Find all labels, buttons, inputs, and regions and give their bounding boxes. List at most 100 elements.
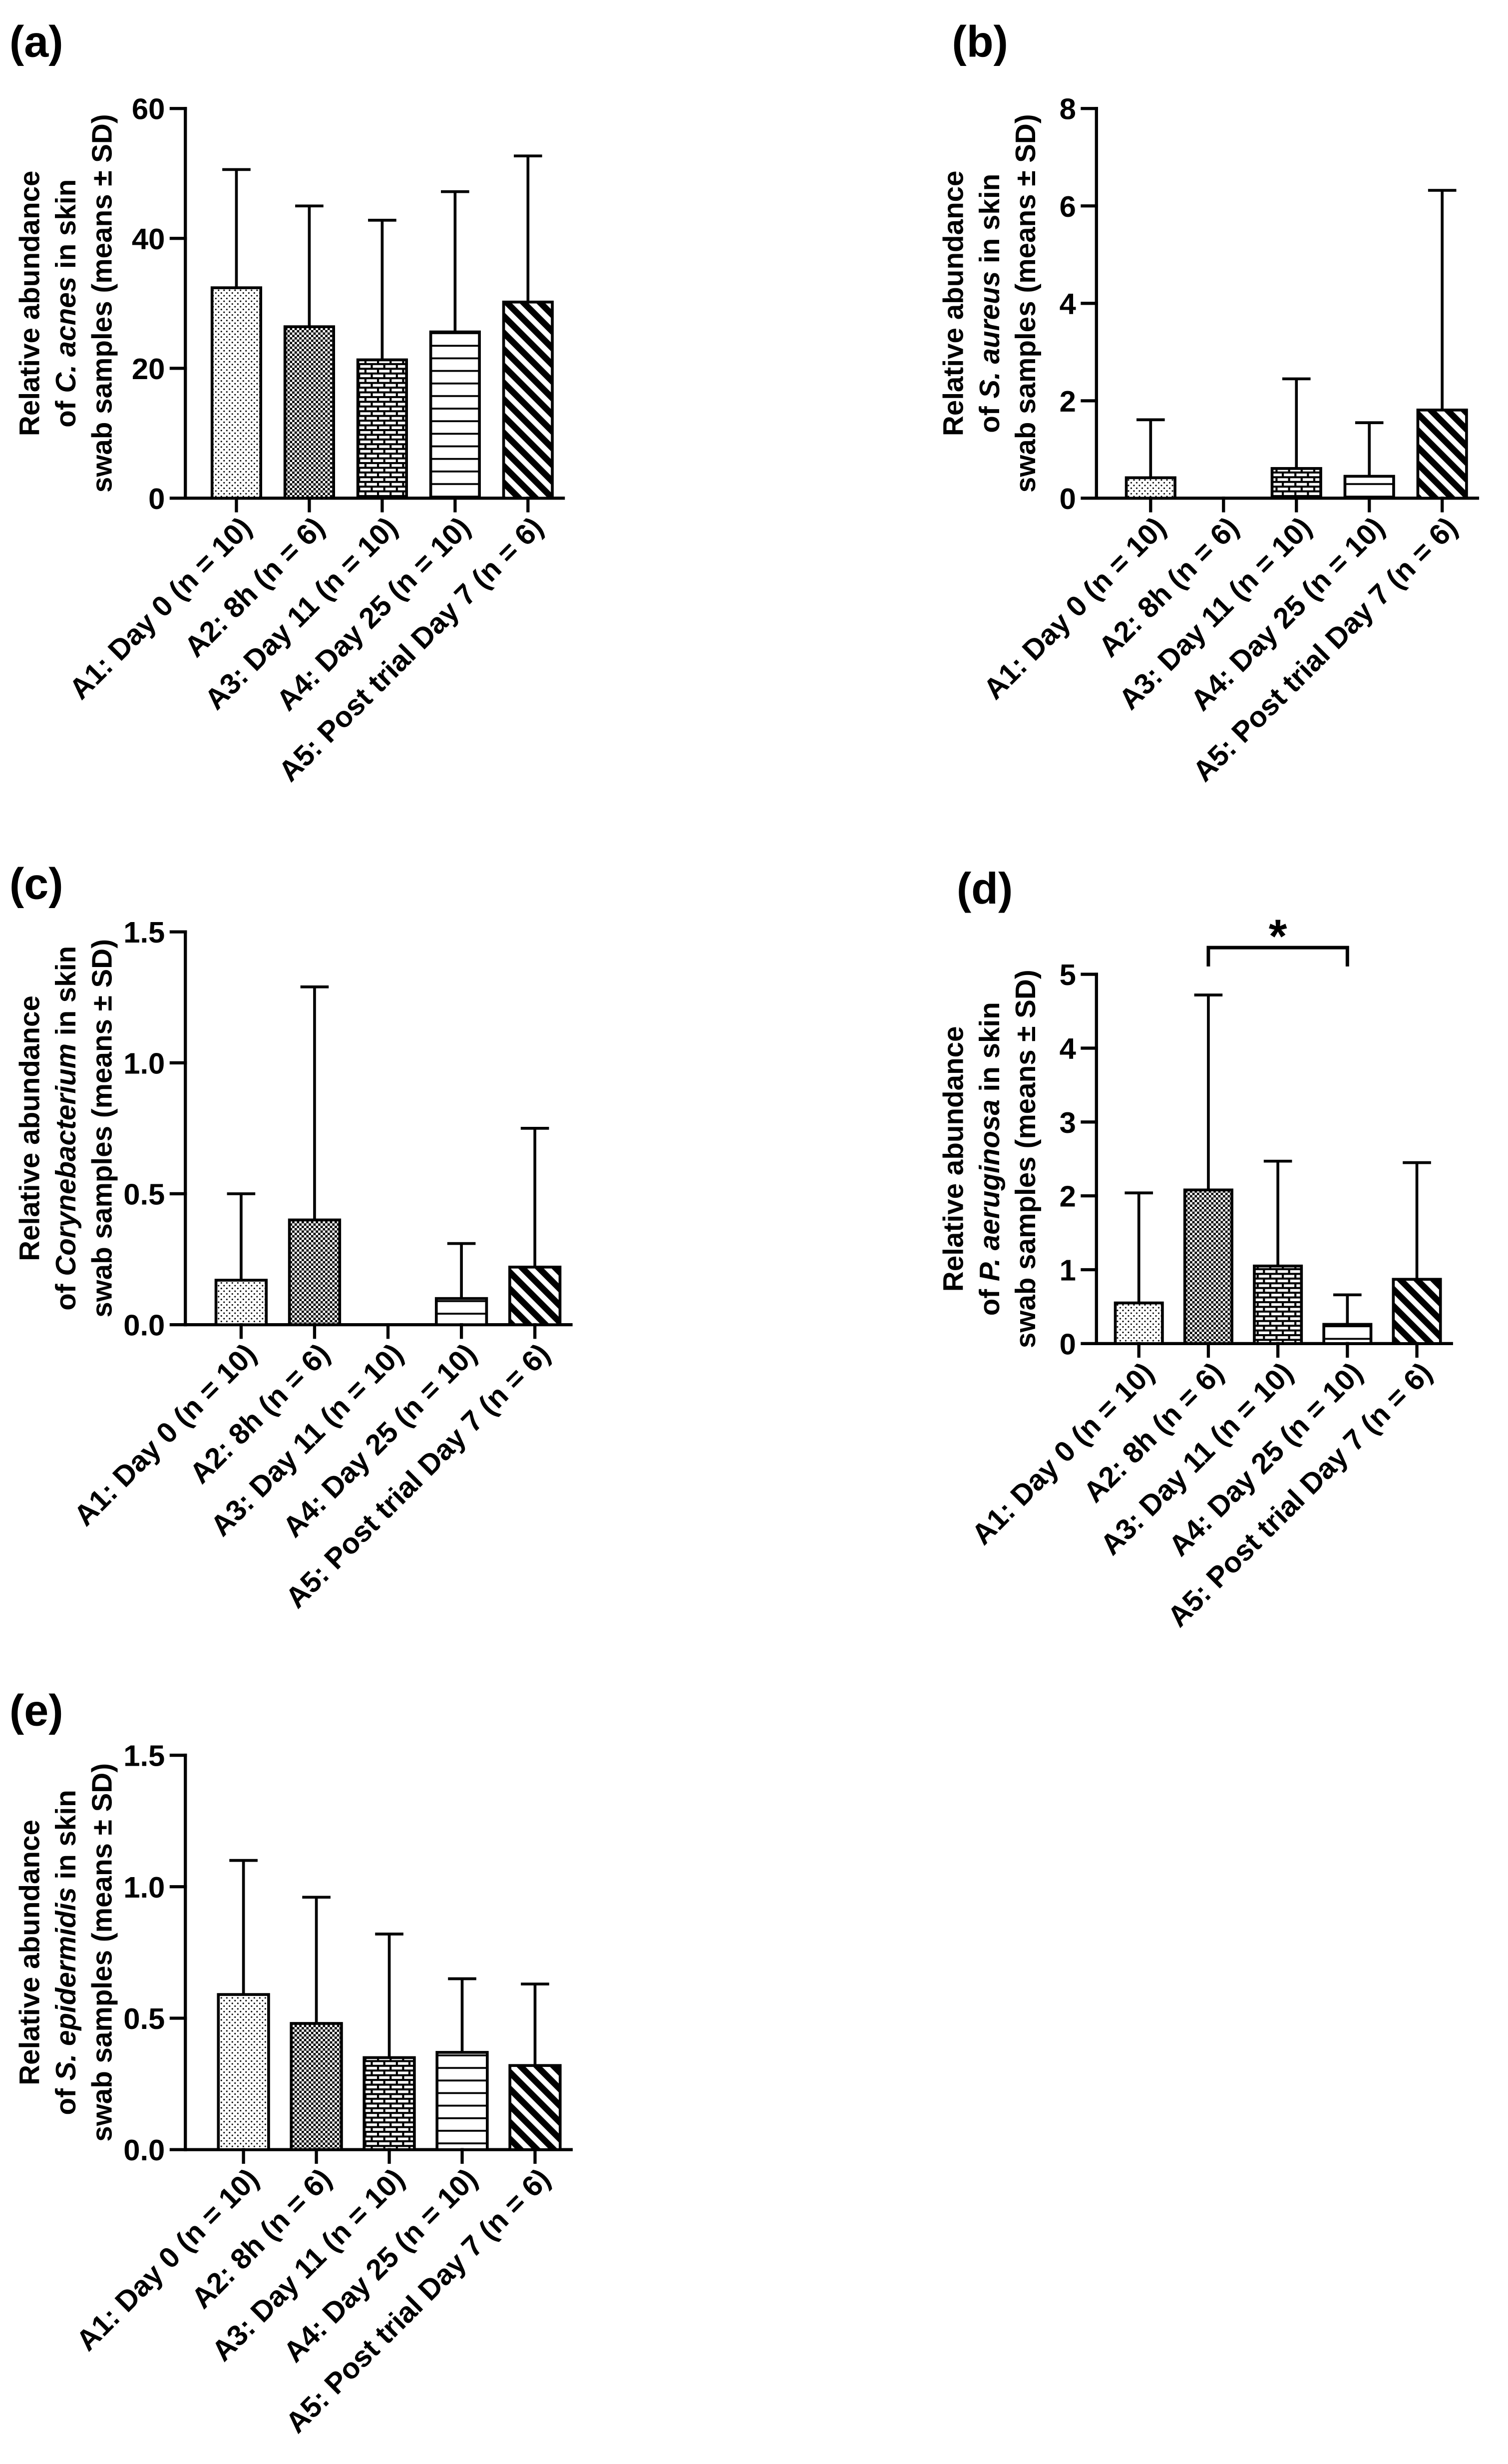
y-tick-label: 4 (1060, 1032, 1076, 1065)
y-axis-title-line: Relative abundance (14, 995, 45, 1261)
y-axis-title-line: of P. aeruginosa in skin (974, 1002, 1005, 1316)
bar-a4 (429, 330, 481, 500)
y-axis-title-text: in skin (50, 1790, 81, 1887)
y-axis-title-line: swab samples (means ± SD) (1010, 114, 1041, 493)
y-axis-title-text: of (50, 393, 81, 428)
bar-a3 (1253, 1264, 1303, 1345)
significance-bracket (1206, 946, 1349, 967)
y-tick-label: 6 (1060, 190, 1076, 223)
y-axis-title-text: in skin (50, 179, 81, 277)
bar-a1 (217, 1993, 270, 2151)
y-tick-label: 1.5 (123, 1739, 165, 1773)
y-axis-title-text: Relative abundance (14, 170, 45, 436)
panel-label: (a) (9, 16, 63, 66)
bar-a2 (290, 2022, 343, 2151)
bar-a4 (1343, 475, 1395, 500)
y-axis-title-text: Relative abundance (937, 170, 969, 436)
y-axis-title-text: in skin (50, 946, 81, 1043)
bar-a1 (210, 286, 263, 500)
y-tick-label: 2 (1060, 1180, 1076, 1213)
y-axis-title-line: of Corynebacterium in skin (50, 946, 81, 1311)
y-axis-title-line: of C. acnes in skin (50, 179, 81, 428)
bar-a3 (356, 358, 408, 500)
y-tick-label: 1 (1060, 1254, 1076, 1287)
y-tick-label: 0 (148, 482, 165, 515)
y-axis-title-line: of S. aureus in skin (974, 174, 1005, 433)
bar-a1 (1114, 1301, 1164, 1345)
bar-a3 (363, 2056, 416, 2151)
y-tick-label: 0.5 (123, 1177, 165, 1211)
y-axis-title-text: swab samples (means ± SD) (1010, 114, 1041, 493)
y-tick-label: 8 (1060, 92, 1076, 126)
y-axis-title-text: swab samples (means ± SD) (86, 1763, 117, 2142)
y-axis-title-taxon: P. aeruginosa (974, 1099, 1005, 1281)
y-tick-label: 0.5 (123, 2002, 165, 2035)
y-axis-title-text: of (50, 1276, 81, 1311)
y-axis-title-line: swab samples (means ± SD) (86, 1763, 117, 2142)
y-axis-title-text: Relative abundance (14, 995, 45, 1261)
x-tick-label-a5: A5: Post trial Day 7 (n = 6) (272, 511, 549, 788)
y-axis-title-taxon: Corynebacterium (50, 1043, 81, 1276)
bar-a5 (502, 300, 554, 500)
panel-label: (c) (9, 859, 63, 909)
y-axis-title-line: swab samples (means ± SD) (1010, 970, 1041, 1348)
y-axis-title-line: swab samples (means ± SD) (86, 114, 117, 493)
y-tick-label: 1.0 (123, 1046, 165, 1080)
y-tick-label: 5 (1060, 958, 1076, 991)
bar-a4 (434, 1297, 488, 1326)
x-tick-label-a5: A5: Post trial Day 7 (n = 6) (280, 2162, 557, 2440)
y-tick-label: 3 (1060, 1106, 1076, 1139)
y-axis-title-line: Relative abundance (937, 170, 969, 436)
y-axis-title-taxon: S. epidermidis (50, 1887, 81, 2080)
y-tick-label: 1.5 (123, 916, 165, 949)
bar-a5 (1416, 409, 1468, 500)
bar-a1 (1125, 476, 1176, 500)
bar-a2 (1183, 1188, 1233, 1345)
bar-a5 (508, 2064, 562, 2151)
bar-a5 (508, 1265, 562, 1326)
y-axis-title-text: swab samples (means ± SD) (86, 114, 117, 493)
y-tick-label: 0.0 (123, 2133, 165, 2167)
y-axis-title-text: Relative abundance (937, 1026, 969, 1292)
y-tick-label: 20 (132, 352, 165, 386)
y-tick-label: 0 (1060, 1327, 1076, 1361)
y-axis-title-text: swab samples (means ± SD) (86, 939, 117, 1318)
y-axis-title-text: of (974, 1281, 1005, 1316)
y-axis-title-line: swab samples (means ± SD) (86, 939, 117, 1318)
significance-asterisk: * (1269, 910, 1287, 963)
y-axis-title-text: of (974, 399, 1005, 433)
y-axis-title-text: in skin (974, 1002, 1005, 1099)
y-axis-title-line: Relative abundance (937, 1026, 969, 1292)
bar-a1 (214, 1279, 268, 1326)
y-tick-label: 2 (1060, 385, 1076, 418)
y-axis-title-line: of S. epidermidis in skin (50, 1790, 81, 2115)
y-axis-title-line: Relative abundance (14, 170, 45, 436)
panel-label: (b) (952, 16, 1008, 66)
bar-a4 (435, 2051, 489, 2151)
y-axis-title-line: Relative abundance (14, 1820, 45, 2085)
panel-label: (d) (957, 864, 1013, 913)
y-tick-label: 4 (1060, 287, 1076, 321)
panel-label: (e) (9, 1685, 63, 1735)
bar-a2 (283, 325, 336, 500)
y-tick-label: 60 (132, 92, 165, 126)
y-axis-title-text: of (50, 2080, 81, 2115)
bar-a3 (1270, 467, 1322, 500)
y-axis-title-text: swab samples (means ± SD) (1010, 970, 1041, 1348)
y-axis-title-taxon: S. aureus (974, 271, 1005, 399)
panel-a: (a) Relative abundance of C. acnes in skin… (9, 16, 565, 788)
y-tick-label: 1.0 (123, 1871, 165, 1904)
bar-a5 (1392, 1278, 1442, 1345)
y-axis-title-taxon: C. acnes (50, 277, 81, 393)
y-tick-label: 0 (1060, 482, 1076, 515)
panel-b: (b) Relative abundance of S. aureus in ski… (937, 16, 1480, 788)
x-tick-label-a5: A5: Post trial Day 7 (n = 6) (1186, 511, 1464, 788)
bar-a4 (1322, 1323, 1373, 1345)
y-tick-label: 40 (132, 222, 165, 256)
y-axis-title-text: Relative abundance (14, 1820, 45, 2085)
y-axis-title-text: in skin (974, 174, 1005, 271)
